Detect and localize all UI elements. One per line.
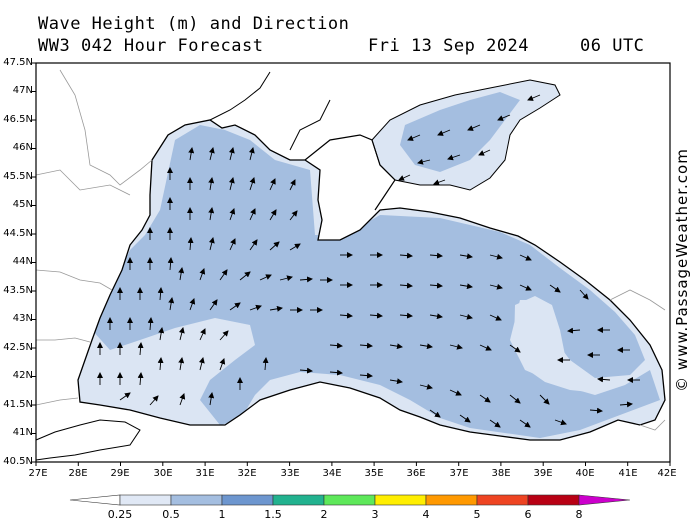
lat-label: 45.5N	[3, 171, 33, 182]
country-borders	[35, 69, 666, 431]
lat-label: 47N	[12, 85, 33, 96]
lon-label: 29E	[110, 468, 130, 479]
lat-label: 45N	[12, 199, 33, 210]
north-coast	[209, 71, 331, 151]
lat-label: 46N	[12, 142, 33, 153]
lon-label: 27E	[28, 468, 48, 479]
colorbar-label: 6	[524, 508, 532, 521]
coastline	[77, 119, 666, 441]
azov-medium-band	[400, 92, 520, 172]
colorbar-label: 0.5	[162, 508, 180, 521]
lon-label: 37E	[449, 468, 469, 479]
lon-label: 32E	[237, 468, 257, 479]
lon-label: 31E	[195, 468, 215, 479]
colorbar-label: 4	[422, 508, 430, 521]
lat-label: 42.5N	[3, 342, 33, 353]
lat-label: 42N	[12, 370, 33, 381]
lon-label: 28E	[68, 468, 88, 479]
lat-label: 40.5N	[3, 456, 33, 467]
lon-label: 40E	[575, 468, 595, 479]
marmara-coast	[35, 419, 141, 461]
forecast-date: Fri 13 Sep 2024	[368, 36, 530, 56]
crimea-coast	[304, 134, 396, 211]
lat-label: 41N	[12, 427, 33, 438]
lon-label: 30E	[153, 468, 173, 479]
colorbar-label: 1.5	[264, 508, 282, 521]
lon-label: 36E	[406, 468, 426, 479]
colorbar-label: 1	[218, 508, 226, 521]
forecast-model: WW3 042 Hour Forecast	[38, 36, 264, 56]
colorbar	[69, 494, 631, 506]
credit-watermark: © www.PassageWeather.com	[673, 148, 691, 392]
lat-label: 41.5N	[3, 399, 33, 410]
lat-label: 44.5N	[3, 228, 33, 239]
wave-band-medium	[92, 125, 660, 438]
lat-label: 44N	[12, 256, 33, 267]
colorbar-label: 0.25	[107, 508, 133, 521]
lon-label: 34E	[322, 468, 342, 479]
lat-label: 43.5N	[3, 285, 33, 296]
lon-label: 35E	[364, 468, 384, 479]
lat-label: 47.5N	[3, 57, 33, 68]
lon-label: 33E	[280, 468, 300, 479]
lon-label: 41E	[618, 468, 638, 479]
colorbar-label: 8	[575, 508, 583, 521]
colorbar-label: 2	[320, 508, 328, 521]
lon-label: 42E	[657, 468, 677, 479]
lon-label: 38E	[491, 468, 511, 479]
lat-label: 46.5N	[3, 114, 33, 125]
wave-band-low-east	[514, 296, 590, 392]
forecast-time: 06 UTC	[580, 36, 645, 56]
chart-title: Wave Height (m) and Direction	[38, 14, 350, 34]
axis-ticks	[32, 62, 671, 466]
colorbar-label: 3	[371, 508, 379, 521]
colorbar-label: 5	[473, 508, 481, 521]
lon-label: 39E	[533, 468, 553, 479]
wave-arrows	[97, 94, 640, 428]
lat-label: 43N	[12, 313, 33, 324]
